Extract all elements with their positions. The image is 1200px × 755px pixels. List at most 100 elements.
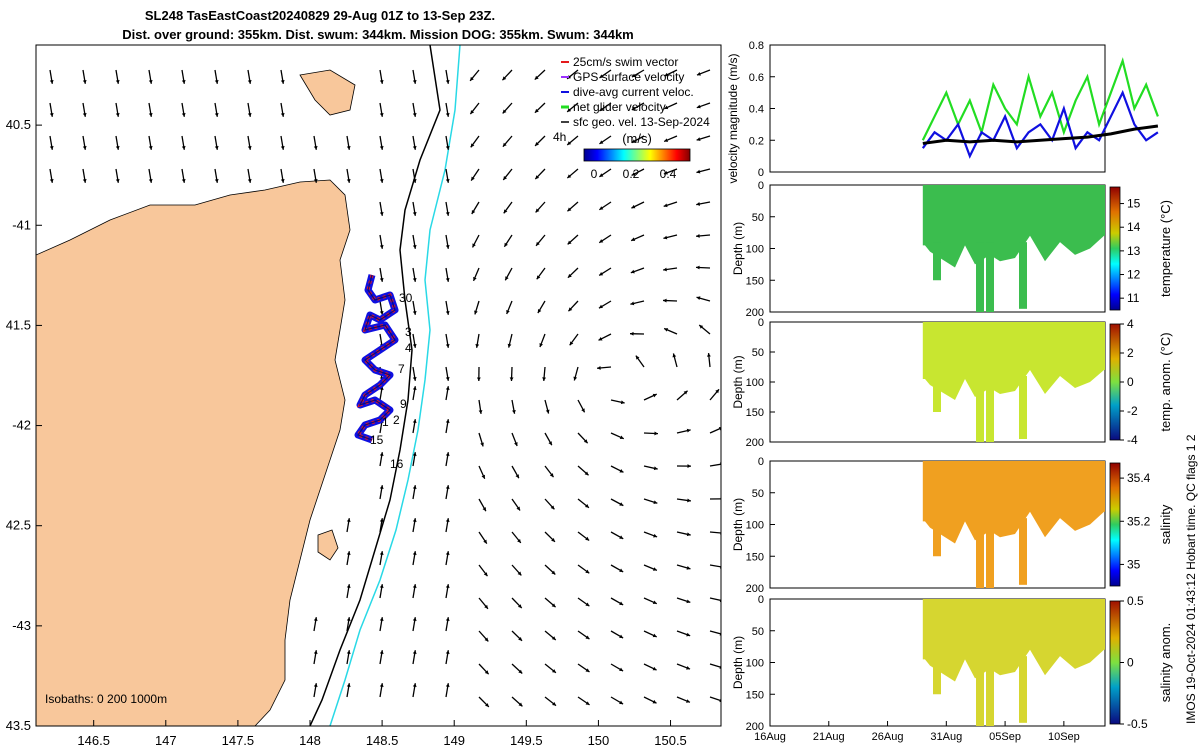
colorbar-tick-label: 35: [1127, 557, 1141, 571]
y-tick-label: 100: [746, 658, 764, 670]
colorbar-tick-label: 4: [1127, 317, 1134, 331]
colorbar-tick-label: 11: [1127, 291, 1140, 305]
x-tick-label: 147.5: [222, 733, 255, 748]
depth-ylabel: Depth (m): [731, 498, 745, 551]
x-tick-label: 147: [155, 733, 177, 748]
colorbar-tick-label: -2: [1127, 404, 1138, 418]
x-tick-label: 26Aug: [872, 731, 904, 743]
y-tick-label: 0: [758, 167, 764, 179]
day-label: 7: [398, 362, 405, 376]
colorbar-tick-label: 35.2: [1127, 514, 1151, 528]
profile-spike: [976, 656, 984, 726]
profile-spike: [933, 242, 941, 280]
imos-side-label: IMOS 19-Oct-2024 01:43:12 Hobart time. Q…: [1184, 434, 1198, 724]
x-tick-label: 150: [588, 733, 610, 748]
y-tick-label: 200: [746, 437, 764, 449]
speed-colorbar: [584, 149, 690, 161]
velocity-ylabel: velocity magnitude (m/s): [726, 53, 740, 183]
y-tick-label: 40.5: [6, 117, 31, 132]
colorbar-label: salinity: [1158, 504, 1173, 544]
colorbar-tick-label: 15: [1127, 197, 1141, 211]
y-tick-label: 150: [746, 551, 764, 563]
y-tick-label: 0.2: [749, 135, 764, 147]
y-tick-label: 0: [758, 317, 764, 329]
y-tick-label: 100: [746, 244, 764, 256]
y-tick-label: 0: [758, 456, 764, 468]
day-label: 16: [390, 457, 404, 471]
x-tick-label: 148: [299, 733, 321, 748]
colorbar: [1110, 463, 1120, 586]
legend-net-label: net glider velocity: [573, 100, 666, 114]
profile-spike: [986, 518, 994, 588]
legend-geo-label: sfc geo. vel. 13-Sep-2024: [573, 115, 710, 129]
y-tick-label: -43: [12, 618, 31, 633]
profile-spike: [1019, 518, 1027, 585]
profile-spike: [976, 376, 984, 442]
profile-spike: [986, 242, 994, 312]
y-tick-label: 41.5: [6, 317, 31, 332]
y-tick-label: 43.5: [6, 718, 31, 733]
day-label: 30: [399, 291, 413, 305]
colorbar-title: (m/s): [622, 131, 652, 146]
y-tick-label: 0: [758, 180, 764, 192]
y-tick-label: 50: [752, 626, 764, 638]
profile-spike: [933, 518, 941, 556]
colorbar-tick-label: 0.5: [1127, 594, 1144, 608]
legend-gps-label: GPS surface velocity: [573, 70, 684, 84]
depth-ylabel: Depth (m): [731, 355, 745, 408]
y-tick-label: 42.5: [6, 518, 31, 533]
profile-spike: [1019, 242, 1027, 309]
colorbar-tick-label: 13: [1127, 244, 1141, 258]
x-tick-label: 16Aug: [754, 731, 786, 743]
y-tick-label: -42: [12, 418, 31, 433]
colorbar-tick: 0.2: [623, 167, 640, 181]
day-label: 4: [405, 341, 412, 355]
x-tick-label: 149.5: [510, 733, 543, 748]
depth-ylabel: Depth (m): [731, 222, 745, 275]
day-label: 15: [370, 433, 384, 447]
figure-title-line-2: Dist. over ground: 355km. Dist. swum: 34…: [122, 27, 634, 42]
day-label: 2: [393, 413, 400, 427]
day-label: 9: [400, 397, 407, 411]
colorbar: [1110, 187, 1120, 310]
colorbar-tick: 0.4: [660, 167, 677, 181]
colorbar-tick-label: 12: [1127, 268, 1141, 282]
colorbar-tick: 0: [591, 167, 598, 181]
profile-spike: [976, 518, 984, 588]
legend-swim-label: 25cm/s swim vector: [573, 55, 678, 69]
colorbar-label: temperature (°C): [1158, 200, 1173, 297]
colorbar: [1110, 324, 1120, 440]
colorbar: [1110, 601, 1120, 724]
profile-spike: [976, 242, 984, 312]
y-tick-label: 150: [746, 689, 764, 701]
y-tick-label: 0.6: [749, 72, 764, 84]
profile-spike: [1019, 376, 1027, 439]
y-tick-label: 150: [746, 407, 764, 419]
profile-spike: [1019, 656, 1027, 723]
x-tick-label: 21Aug: [813, 731, 845, 743]
x-tick-label: 149: [443, 733, 465, 748]
x-tick-label: 150.5: [654, 733, 687, 748]
profile-spike: [986, 376, 994, 442]
figure-title-line-1: SL248 TasEastCoast20240829 29-Aug 01Z to…: [145, 8, 495, 23]
day-label: 1: [382, 415, 389, 429]
colorbar-tick-label: -4: [1127, 433, 1138, 447]
isobath-legend: Isobaths: 0 200 1000m: [45, 692, 167, 706]
x-tick-label: 10Sep: [1048, 731, 1080, 743]
legend-time-label: 4h: [553, 130, 566, 144]
y-tick-label: 50: [752, 212, 764, 224]
y-tick-label: 50: [752, 488, 764, 500]
y-tick-label: 0.4: [749, 104, 764, 116]
y-tick-label: 50: [752, 347, 764, 359]
x-tick-label: 31Aug: [930, 731, 962, 743]
colorbar-tick-label: -0.5: [1127, 717, 1148, 731]
y-tick-label: 0: [758, 594, 764, 606]
profile-spike: [933, 376, 941, 412]
colorbar-tick-label: 14: [1127, 220, 1141, 234]
x-tick-label: 05Sep: [989, 731, 1021, 743]
y-tick-label: 100: [746, 377, 764, 389]
depth-ylabel: Depth (m): [731, 636, 745, 689]
colorbar-tick-label: 35.4: [1127, 471, 1151, 485]
